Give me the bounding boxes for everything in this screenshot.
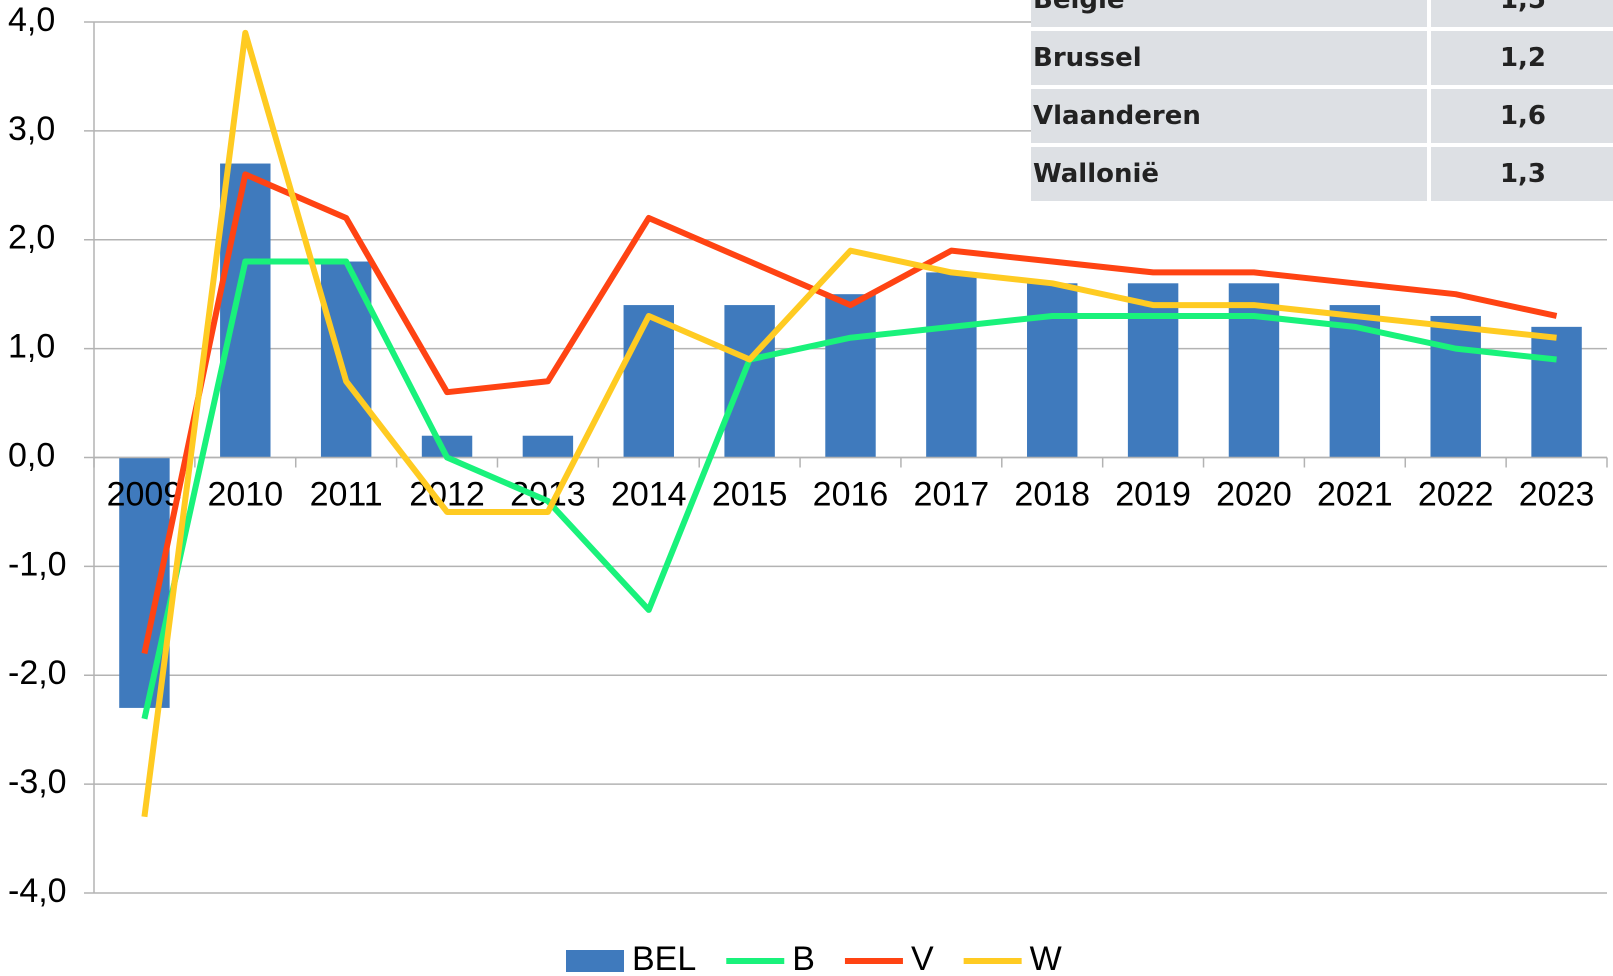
bar [1531, 326, 1582, 458]
line-series [141, 258, 1557, 720]
table-row: België 1,5 [1031, 0, 1613, 31]
table-row: Wallonië 1,3 [1031, 145, 1613, 205]
line-series [141, 29, 1557, 818]
line-series [141, 171, 1558, 655]
y-tick-label: 4,0 [8, 1, 55, 39]
y-tick-label: 0,0 [8, 436, 55, 474]
bar [1430, 315, 1481, 458]
x-tick-label: 2015 [712, 475, 788, 513]
table-cell: 1,6 [1427, 87, 1613, 147]
x-tick-label: 2018 [1014, 475, 1090, 513]
x-tick-label: 2019 [1115, 475, 1191, 513]
table-cell: Vlaanderen [1031, 87, 1429, 147]
bar [623, 305, 674, 458]
legend-label: V [911, 940, 934, 976]
legend-label: B [792, 940, 815, 976]
legend-label: W [1030, 940, 1062, 976]
y-tick-label: -2,0 [8, 654, 67, 692]
legend-label: BEL [632, 940, 696, 976]
table-cell: Wallonië [1031, 145, 1429, 205]
y-tick-label: 3,0 [8, 110, 55, 148]
x-tick-label: 2021 [1317, 475, 1393, 513]
bar [825, 294, 876, 458]
bar [421, 435, 473, 458]
bar [522, 435, 574, 458]
x-tick-label: 2022 [1418, 475, 1494, 513]
x-tick-label: 2009 [107, 475, 183, 513]
y-tick-label: 2,0 [8, 219, 55, 257]
y-tick-label: -1,0 [8, 545, 67, 583]
bar [1228, 283, 1280, 458]
bar [724, 305, 775, 458]
bar [926, 272, 977, 458]
table-cell: 1,5 [1427, 0, 1613, 31]
x-tick-label: 2017 [914, 475, 990, 513]
bar [220, 163, 271, 458]
legend-swatch [566, 950, 624, 972]
table-cell: Brussel [1031, 29, 1429, 89]
table-row: Brussel 1,2 [1031, 29, 1613, 89]
y-tick-label: -3,0 [8, 763, 67, 801]
bar [1027, 283, 1078, 458]
table-cell: 1,3 [1427, 145, 1613, 205]
x-tick-label: 2016 [813, 475, 889, 513]
x-tick-label: 2014 [611, 475, 687, 513]
x-tick-label: 2023 [1519, 475, 1595, 513]
table-cell: 1,2 [1427, 29, 1613, 89]
y-tick-label: -4,0 [8, 872, 67, 910]
x-tick-label: 2010 [207, 475, 283, 513]
summary-table: België 1,5 Brussel 1,2 Vlaanderen 1,6 Wallo… [1031, 0, 1613, 205]
bar [1127, 283, 1179, 458]
y-tick-label: 1,0 [8, 328, 55, 366]
x-tick-label: 2020 [1216, 475, 1292, 513]
table-cell: België [1031, 0, 1429, 31]
table-row: Vlaanderen 1,6 [1031, 87, 1613, 147]
x-tick-label: 2011 [310, 475, 383, 513]
